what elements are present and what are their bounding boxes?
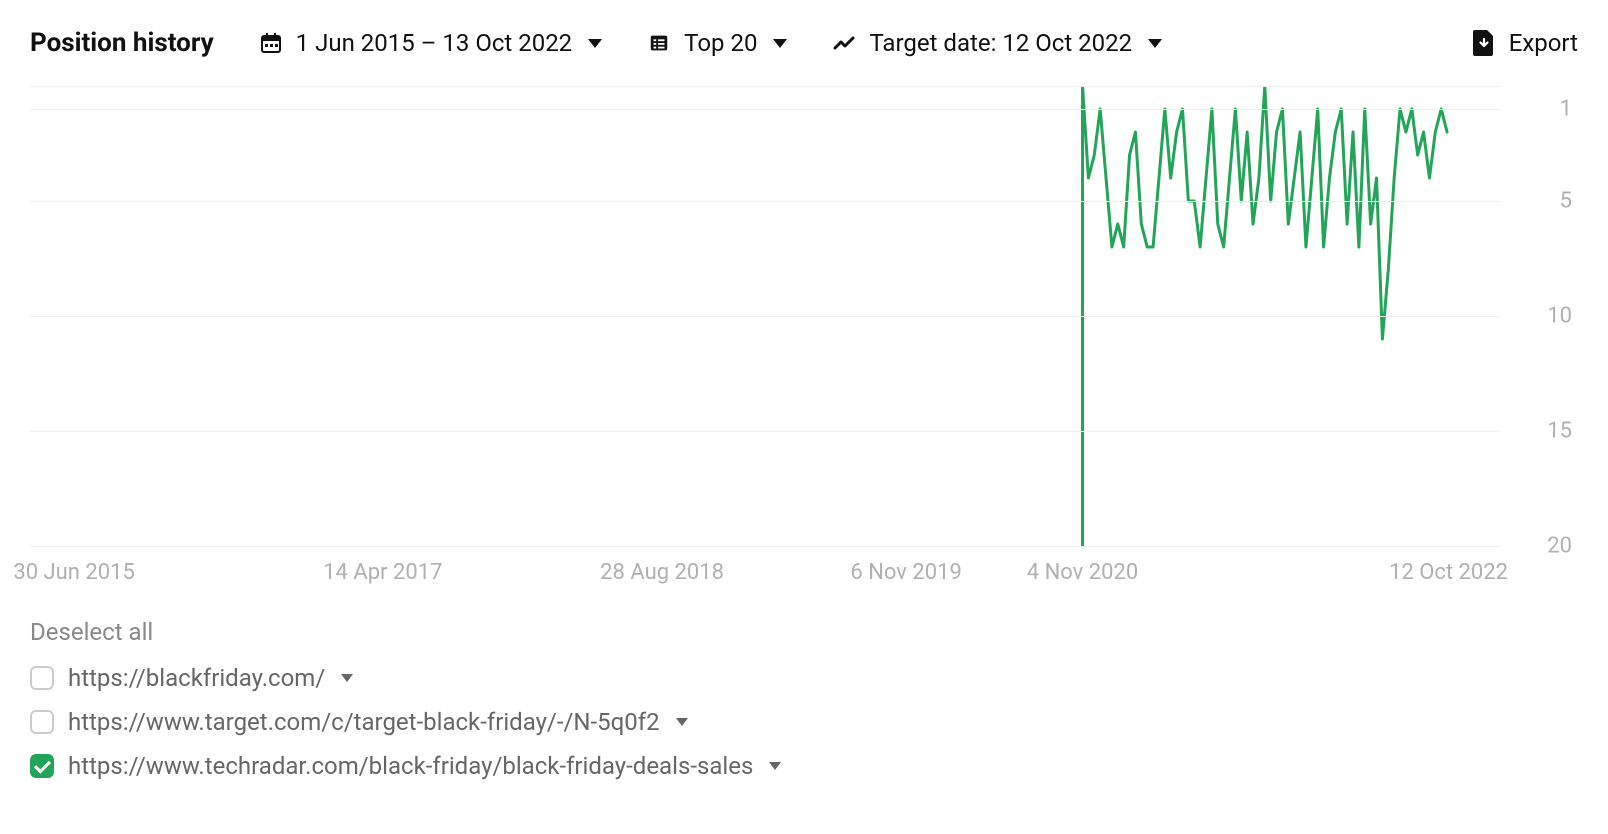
target-date-label: Target date: 12 Oct 2022 (869, 29, 1132, 57)
chevron-down-icon (676, 718, 688, 726)
top-filter-label: Top 20 (684, 29, 757, 57)
chevron-down-icon (769, 762, 781, 770)
date-range-selector[interactable]: 1 Jun 2015 – 13 Oct 2022 (258, 29, 603, 57)
legend-checkbox[interactable] (30, 754, 54, 778)
y-axis-tick-label: 1 (1560, 97, 1572, 122)
top-filter-selector[interactable]: Top 20 (646, 29, 787, 57)
grid-line (30, 546, 1500, 547)
target-date-selector[interactable]: Target date: 12 Oct 2022 (831, 29, 1162, 57)
legend-url: https://www.techradar.com/black-friday/b… (68, 752, 753, 780)
deselect-all-button[interactable]: Deselect all (30, 618, 1578, 646)
trend-icon (831, 30, 857, 56)
legend-item[interactable]: https://www.techradar.com/black-friday/b… (30, 752, 1578, 780)
x-axis-tick-label: 12 Oct 2022 (1389, 560, 1508, 585)
x-axis-tick-label: 4 Nov 2020 (1027, 560, 1138, 585)
chevron-down-icon (588, 39, 602, 48)
y-axis-tick-label: 20 (1547, 534, 1572, 559)
y-axis-tick-label: 15 (1547, 419, 1572, 444)
x-axis-tick-label: 28 Aug 2018 (600, 560, 724, 585)
grid-line (30, 86, 1500, 87)
export-label: Export (1509, 29, 1578, 57)
x-axis-tick-label: 14 Apr 2017 (323, 560, 442, 585)
calendar-icon (258, 30, 284, 56)
grid-line (30, 316, 1500, 317)
legend-checkbox[interactable] (30, 666, 54, 690)
page-title: Position history (30, 28, 214, 58)
x-axis-tick-label: 6 Nov 2019 (850, 560, 961, 585)
legend-item[interactable]: https://www.target.com/c/target-black-fr… (30, 708, 1578, 736)
export-button[interactable]: Export (1471, 29, 1578, 57)
grid-line (30, 201, 1500, 202)
legend-checkbox[interactable] (30, 710, 54, 734)
y-axis-tick-label: 5 (1560, 189, 1572, 214)
chevron-down-icon (341, 674, 353, 682)
x-axis-tick-label: 30 Jun 2015 (13, 560, 135, 585)
download-file-icon (1471, 30, 1497, 56)
date-range-label: 1 Jun 2015 – 13 Oct 2022 (296, 29, 573, 57)
legend-item[interactable]: https://blackfriday.com/ (30, 664, 1578, 692)
y-axis-tick-label: 10 (1547, 304, 1572, 329)
legend: Deselect all https://blackfriday.com/htt… (30, 618, 1578, 780)
list-icon (646, 30, 672, 56)
grid-line (30, 431, 1500, 432)
legend-url: https://blackfriday.com/ (68, 664, 325, 692)
grid-line (30, 109, 1500, 110)
header-bar: Position history 1 Jun 2015 – 13 Oct 202… (30, 28, 1578, 58)
legend-url: https://www.target.com/c/target-black-fr… (68, 708, 660, 736)
position-history-chart: 1510152030 Jun 201514 Apr 201728 Aug 201… (30, 86, 1570, 546)
chevron-down-icon (773, 39, 787, 48)
chevron-down-icon (1148, 39, 1162, 48)
